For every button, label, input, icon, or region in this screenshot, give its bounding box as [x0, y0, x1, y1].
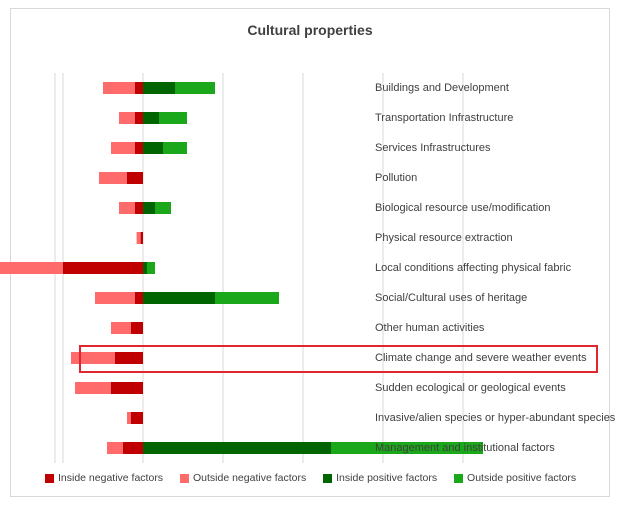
category-label: Social/Cultural uses of heritage	[375, 292, 528, 304]
bar-segment	[115, 352, 143, 364]
legend-label: Outside positive factors	[467, 472, 577, 484]
bar-segment	[143, 292, 215, 304]
legend-swatch	[45, 473, 54, 483]
bar-segment	[135, 112, 143, 124]
legend-item-inside-negative: Inside negative factors	[45, 472, 163, 484]
bar-segment	[140, 232, 143, 244]
category-label: Transportation Infrastructure	[375, 112, 514, 124]
category-label: Services Infrastructures	[375, 142, 491, 154]
bar-segment	[136, 232, 141, 244]
category-label: Invasive/alien species or hyper-abundant…	[375, 412, 616, 424]
category-label: Sudden ecological or geological events	[375, 382, 566, 394]
chart-title: Cultural properties	[247, 22, 373, 38]
category-label: Physical resource extraction	[375, 232, 513, 244]
legend-item-inside-positive: Inside positive factors	[323, 472, 437, 484]
category-label: Climate change and severe weather events	[375, 352, 587, 364]
bar-segment	[135, 142, 143, 154]
category-label: Buildings and Development	[375, 82, 509, 94]
legend-swatch	[323, 473, 333, 483]
bar-segment	[0, 262, 63, 274]
legend: Inside negative factors Outside negative…	[45, 472, 590, 486]
bar-segment	[135, 292, 143, 304]
bar-segment	[143, 82, 175, 94]
legend-item-outside-negative: Outside negative factors	[179, 472, 307, 484]
bar-segment	[163, 142, 187, 154]
bar-segment	[131, 412, 143, 424]
bar-segment	[155, 202, 171, 214]
category-label: Local conditions affecting physical fabr…	[375, 262, 572, 274]
bar-segment	[147, 262, 155, 274]
bar-segment	[135, 82, 143, 94]
legend-label: Inside negative factors	[58, 472, 164, 484]
bar-segment	[143, 112, 159, 124]
bar-segment	[95, 292, 135, 304]
bar-segment	[103, 82, 135, 94]
bar-segment	[143, 142, 163, 154]
category-label: Other human activities	[375, 322, 485, 334]
bar-segment	[143, 262, 147, 274]
legend-swatch	[454, 473, 464, 483]
bar-segment	[99, 172, 127, 184]
highlight-box	[79, 345, 598, 373]
bar-segment	[119, 202, 135, 214]
bar-segment	[127, 412, 131, 424]
bar-segment	[111, 382, 143, 394]
legend-label: Inside positive factors	[336, 472, 438, 484]
bar-segment	[143, 202, 155, 214]
legend-item-outside-positive: Outside positive factors	[454, 472, 576, 484]
bar-segment	[111, 322, 131, 334]
bar-segment	[159, 112, 187, 124]
bar-segment	[63, 262, 143, 274]
legend-swatch	[179, 473, 189, 483]
category-label: Pollution	[375, 172, 418, 184]
bar-segment	[331, 442, 483, 454]
bar-segment	[119, 112, 135, 124]
bar-segment	[135, 202, 143, 214]
bar-segment	[175, 82, 215, 94]
bar-segment	[75, 382, 111, 394]
category-label: Management and institutional factors	[375, 442, 555, 454]
bar-segment	[127, 172, 143, 184]
bar-segment	[131, 322, 143, 334]
legend-label: Outside negative factors	[192, 472, 307, 484]
bar-segment	[123, 442, 143, 454]
bar-segment	[215, 292, 279, 304]
bar-segment	[107, 442, 123, 454]
bar-segment	[71, 352, 115, 364]
bar-segment	[143, 442, 331, 454]
category-label: Biological resource use/modification	[375, 202, 551, 214]
bar-segment	[111, 142, 135, 154]
